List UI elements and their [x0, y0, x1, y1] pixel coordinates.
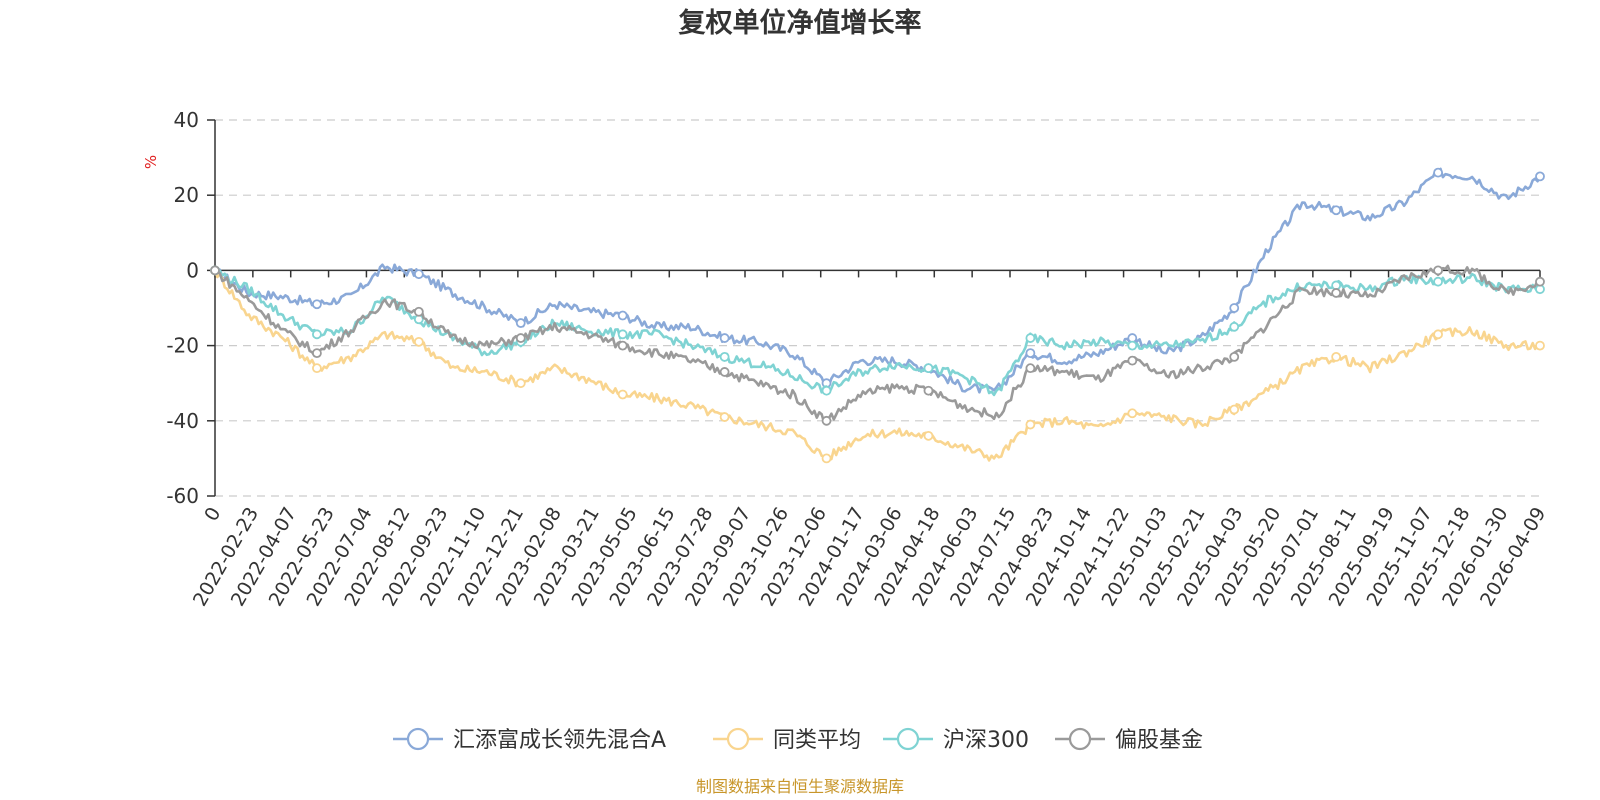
series-point-3 [312, 348, 322, 359]
series-point-0 [719, 333, 730, 343]
series-point-1 [923, 430, 934, 441]
series-point-3 [821, 415, 832, 426]
legend-marker [726, 727, 750, 751]
series-point-1 [617, 389, 628, 400]
series-point-1 [1331, 351, 1342, 362]
legend-label: 沪深300 [943, 728, 1029, 753]
series-point-3 [617, 340, 628, 351]
y-axis-unit: % [142, 155, 160, 169]
series-point-3 [1127, 355, 1138, 366]
series-point-3 [515, 333, 526, 343]
series-point-0 [617, 310, 628, 321]
series-point-1 [413, 336, 424, 347]
axes [214, 120, 1541, 496]
gridlines [207, 119, 1540, 497]
series-point-2 [1433, 276, 1443, 287]
y-tick-label: -20 [166, 334, 199, 358]
y-tick-label: 0 [186, 258, 199, 282]
series-point-0 [1331, 205, 1342, 216]
series-point-0 [1433, 167, 1443, 178]
series-point-2 [617, 329, 628, 340]
series-point-2 [312, 329, 322, 340]
series-point-3 [719, 367, 730, 377]
series-point-3 [210, 265, 220, 276]
series-point-2 [1025, 333, 1036, 343]
series-point-1 [1433, 329, 1443, 340]
legend-marker [1068, 727, 1092, 751]
legend-item[interactable]: 同类平均 [713, 727, 861, 753]
series-point-3 [1433, 265, 1443, 276]
series-point-0 [312, 299, 322, 310]
series-point-1 [1127, 408, 1138, 419]
series-point-3 [1025, 363, 1036, 374]
legend[interactable]: 汇添富成长领先混合A 同类平均 沪深300 偏股基金 [393, 727, 1203, 753]
legend-item[interactable]: 汇添富成长领先混合A [393, 727, 666, 753]
series-point-2 [1229, 321, 1240, 332]
series-point-0 [413, 269, 424, 280]
series-point-1 [1535, 340, 1545, 351]
series-point-1 [312, 363, 322, 374]
series-point-3 [413, 306, 424, 317]
series-point-1 [719, 412, 730, 422]
series-point-0 [1025, 348, 1036, 359]
series-line-0 [214, 167, 1542, 394]
series-point-2 [719, 351, 730, 362]
y-tick-label: -60 [166, 484, 199, 508]
y-tick-labels: 40 20 0 -20 -40 -60 [166, 108, 199, 508]
series-point-1 [1229, 404, 1240, 415]
series-point-0 [1229, 303, 1240, 313]
series-lines [210, 167, 1545, 464]
legend-item[interactable]: 偏股基金 [1055, 727, 1203, 753]
y-tick-label: 40 [174, 108, 199, 132]
x-tick-labels: 02022-02-232022-04-072022-05-232022-07-0… [189, 504, 1550, 611]
series-point-1 [821, 453, 832, 464]
legend-marker [896, 727, 920, 751]
chart-title: 复权单位净值增长率 [679, 7, 922, 39]
series-point-2 [923, 363, 934, 374]
series-line-2 [214, 269, 1541, 397]
x-tick-label: 0 [200, 504, 225, 525]
series-point-0 [515, 318, 526, 328]
data-source: 制图数据来自恒生聚源数据库 [696, 777, 904, 796]
legend-label: 汇添富成长领先混合A [453, 728, 666, 753]
legend-label: 同类平均 [773, 728, 861, 753]
series-point-2 [1127, 340, 1138, 351]
series-point-1 [1025, 419, 1036, 430]
legend-item[interactable]: 沪深300 [883, 727, 1029, 753]
series-point-3 [1229, 351, 1240, 362]
series-line-1 [213, 269, 1541, 462]
y-tick-label: -40 [166, 409, 199, 433]
series-point-0 [1535, 171, 1545, 182]
series-point-3 [1331, 288, 1342, 298]
series-point-3 [923, 385, 934, 396]
series-point-2 [821, 385, 832, 396]
series-point-3 [1535, 276, 1545, 287]
y-tick-label: 20 [174, 183, 199, 207]
legend-marker [406, 727, 430, 751]
legend-label: 偏股基金 [1115, 728, 1203, 753]
series-line-3 [214, 264, 1541, 424]
series-point-1 [515, 378, 526, 389]
